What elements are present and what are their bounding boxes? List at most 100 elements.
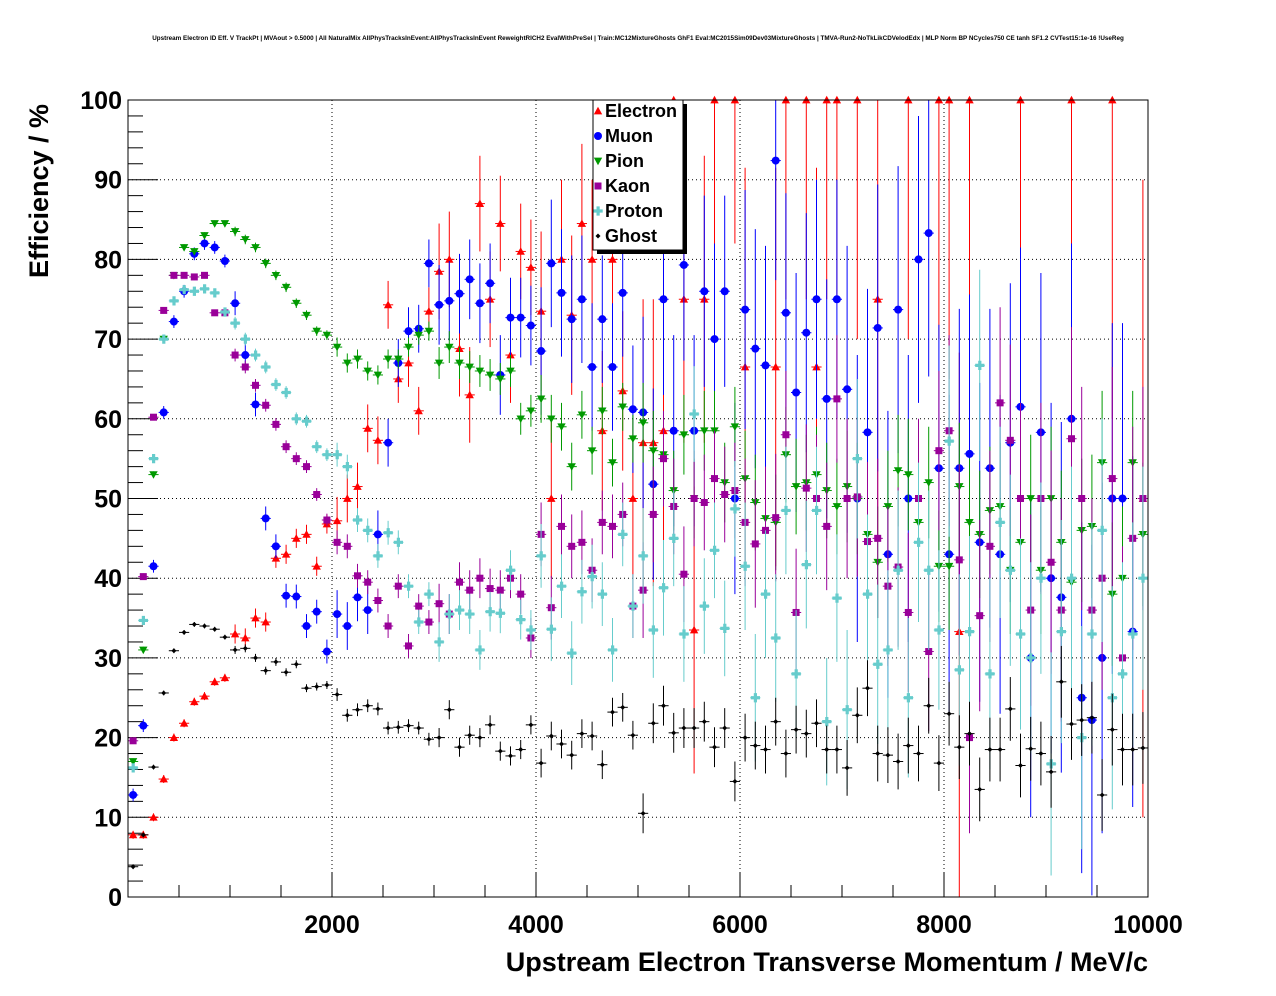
data-point-pion xyxy=(649,447,658,455)
data-point-kaon xyxy=(466,586,474,594)
data-point-ghost xyxy=(610,709,615,715)
data-point-muon xyxy=(618,288,627,297)
data-point-muon xyxy=(435,300,444,309)
data-point-electron xyxy=(261,617,270,626)
data-point-electron xyxy=(526,263,536,271)
data-point-electron xyxy=(169,733,179,741)
data-point-electron xyxy=(516,247,525,255)
data-point-pion xyxy=(200,232,209,240)
data-point-kaon xyxy=(1068,435,1075,443)
data-point-ghost xyxy=(467,732,473,738)
data-point-electron xyxy=(149,813,158,821)
data-point-pion xyxy=(312,327,321,336)
data-point-kaon xyxy=(364,578,372,586)
data-point-kaon xyxy=(170,271,178,279)
data-point-pion xyxy=(587,447,597,455)
data-point-muon xyxy=(506,313,515,322)
data-point-muon xyxy=(322,647,331,656)
data-point-proton xyxy=(638,551,648,561)
data-point-ghost xyxy=(1018,762,1023,768)
data-point-muon xyxy=(261,514,270,523)
data-point-ghost xyxy=(895,759,901,765)
data-point-proton xyxy=(944,436,954,446)
data-point-muon xyxy=(516,313,525,322)
data-point-muon xyxy=(475,299,484,308)
data-point-electron xyxy=(292,534,301,542)
data-point-ghost xyxy=(722,725,728,731)
y-tick-label: 100 xyxy=(80,87,122,115)
data-point-pion xyxy=(904,471,913,479)
data-point-electron xyxy=(251,613,260,622)
data-point-pion xyxy=(598,407,607,416)
data-point-proton xyxy=(1056,626,1066,637)
data-point-proton xyxy=(985,669,995,679)
data-point-muon xyxy=(720,287,729,296)
data-point-pion xyxy=(332,343,342,352)
data-point-ghost xyxy=(956,744,962,750)
data-point-muon xyxy=(384,438,393,447)
data-point-ghost xyxy=(916,751,921,757)
data-point-proton xyxy=(353,515,363,525)
data-point-muon xyxy=(363,606,372,615)
data-point-kaon xyxy=(935,447,943,455)
data-point-ghost xyxy=(763,747,768,753)
data-point-electron xyxy=(424,307,434,315)
data-point-kaon xyxy=(323,516,331,524)
data-point-kaon xyxy=(690,495,698,502)
data-point-pion xyxy=(924,479,933,487)
data-point-pion xyxy=(700,427,709,435)
data-point-muon xyxy=(577,295,586,304)
data-point-proton xyxy=(832,593,842,603)
data-point-ghost xyxy=(263,668,269,674)
data-point-kaon xyxy=(262,401,270,409)
data-point-ghost xyxy=(630,732,636,738)
data-point-muon xyxy=(220,256,229,265)
data-point-kaon xyxy=(201,271,208,279)
data-point-ghost xyxy=(232,647,238,653)
data-point-proton xyxy=(679,629,689,639)
data-point-ghost xyxy=(283,669,289,675)
data-point-kaon xyxy=(303,463,310,471)
data-point-ghost xyxy=(161,690,167,696)
data-point-pion xyxy=(496,375,505,384)
data-point-proton xyxy=(465,609,475,619)
data-point-pion xyxy=(292,299,301,308)
data-point-ghost xyxy=(559,741,564,747)
data-point-ghost xyxy=(242,645,248,651)
data-point-proton xyxy=(587,572,597,582)
data-point-kaon xyxy=(486,585,494,593)
data-point-muon xyxy=(343,622,352,631)
data-point-kaon xyxy=(751,540,759,548)
data-point-ghost xyxy=(130,864,136,870)
data-point-pion xyxy=(832,503,842,511)
data-point-kaon xyxy=(292,455,300,463)
data-point-kaon xyxy=(374,597,382,605)
data-point-ghost xyxy=(865,685,870,691)
data-point-ghost xyxy=(304,685,309,691)
legend-label-ghost: Ghost xyxy=(605,226,657,246)
data-point-electron xyxy=(179,719,189,727)
data-point-pion xyxy=(730,423,740,431)
data-point-kaon xyxy=(721,491,729,499)
data-point-ghost xyxy=(538,760,544,766)
data-point-ghost xyxy=(1007,706,1013,712)
data-point-proton xyxy=(322,450,332,460)
data-point-muon xyxy=(894,305,903,314)
data-point-pion xyxy=(465,363,474,372)
data-point-proton xyxy=(710,545,720,555)
data-point-muon xyxy=(802,328,811,337)
data-point-proton xyxy=(455,605,465,615)
data-point-pion xyxy=(190,248,199,256)
data-point-ghost xyxy=(854,712,860,718)
data-point-kaon xyxy=(700,498,708,506)
data-point-kaon xyxy=(282,443,290,451)
data-point-ghost xyxy=(905,743,911,749)
legend-marker-pion xyxy=(593,157,603,166)
data-point-kaon xyxy=(680,570,688,578)
data-point-kaon xyxy=(986,542,994,550)
data-point-proton xyxy=(495,608,505,618)
data-point-ghost xyxy=(497,748,503,754)
data-point-kaon xyxy=(711,475,718,483)
data-point-kaon xyxy=(476,574,484,582)
data-point-proton xyxy=(393,537,403,547)
